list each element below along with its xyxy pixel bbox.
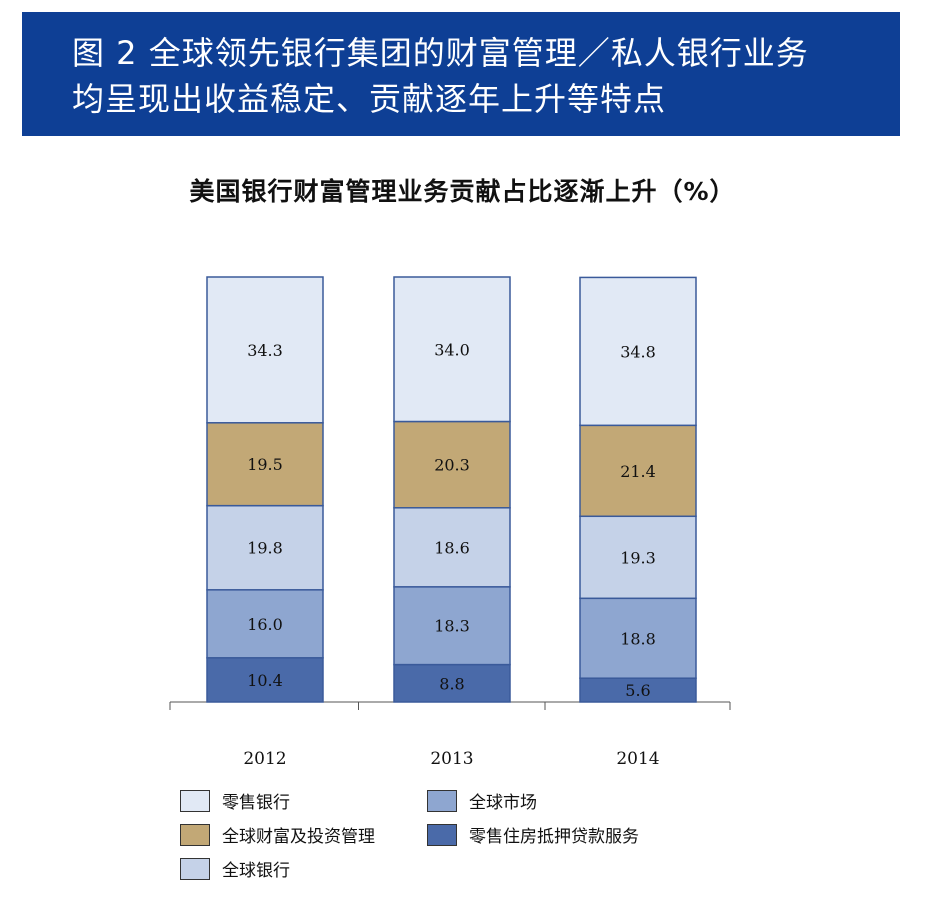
bar-segment [579, 515, 697, 600]
bar-segment [206, 589, 324, 659]
legend-item-mortgage-services: 零售住房抵押贷款服务 [427, 822, 639, 847]
legend-label: 全球财富及投资管理 [222, 827, 375, 847]
header-line-1: 图 2 全球领先银行集团的财富管理／私人银行业务 [72, 34, 809, 72]
bar-value-label: 19.8 [247, 539, 283, 558]
bar-value-label: 18.3 [434, 617, 470, 636]
legend-label: 零售银行 [222, 793, 290, 813]
x-tick-label: 2012 [243, 749, 286, 769]
legend-label: 全球银行 [222, 861, 290, 881]
bar-value-label: 34.3 [247, 341, 283, 360]
header-line-2: 均呈现出收益稳定、贡献逐年上升等特点 [72, 80, 667, 118]
bar-segment [393, 420, 511, 509]
bar-value-label: 19.3 [620, 548, 656, 567]
legend-item-wealth-management: 全球财富及投资管理 [180, 822, 375, 847]
bar-segment [393, 276, 511, 423]
bar-segment [206, 657, 324, 703]
figure-header: 图 2 全球领先银行集团的财富管理／私人银行业务 均呈现出收益稳定、贡献逐年上升… [22, 12, 900, 136]
bar-segment [579, 424, 697, 518]
chart-title: 美国银行财富管理业务贡献占比逐渐上升（%） [189, 177, 736, 206]
bar-value-label: 18.8 [620, 629, 656, 648]
legend-swatch [180, 857, 210, 880]
legend-item-retail-banking: 零售银行 [180, 788, 290, 813]
bar-segment [206, 276, 324, 424]
legend-label: 全球市场 [469, 793, 537, 813]
bar-segment [579, 276, 697, 427]
legend: 零售银行 全球市场 全球财富及投资管理 零售住房抵押贷款服务 全球银行 [180, 788, 780, 898]
legend-label: 零售住房抵押贷款服务 [469, 827, 639, 847]
x-tick-label: 2013 [430, 749, 473, 769]
bar-value-label: 16.0 [247, 615, 283, 634]
bar-value-label: 20.3 [434, 456, 470, 475]
bar-segment [393, 507, 511, 588]
bar-segment [393, 586, 511, 666]
bar-value-label: 8.8 [439, 674, 464, 693]
stacked-bar-chart: 10.4 16.0 19.8 19.5 34.3 2012 8.8 18.3 18.6 20.3 3… [169, 276, 731, 769]
bar-value-label: 34.8 [620, 342, 656, 361]
legend-swatch [427, 823, 457, 846]
bar-value-label: 21.4 [620, 462, 656, 481]
bar-value-label: 34.0 [434, 340, 470, 359]
bar-value-label: 18.6 [434, 538, 470, 557]
legend-item-global-markets: 全球市场 [427, 788, 537, 813]
bar-value-label: 19.5 [247, 455, 283, 474]
bar-value-label: 5.6 [625, 681, 650, 700]
legend-item-global-banking: 全球银行 [180, 856, 290, 881]
x-tick-label: 2014 [616, 749, 659, 769]
bar-value-label: 10.4 [247, 671, 283, 690]
legend-swatch [427, 789, 457, 812]
legend-swatch [180, 789, 210, 812]
bar-segment [579, 597, 697, 679]
legend-swatch [180, 823, 210, 846]
